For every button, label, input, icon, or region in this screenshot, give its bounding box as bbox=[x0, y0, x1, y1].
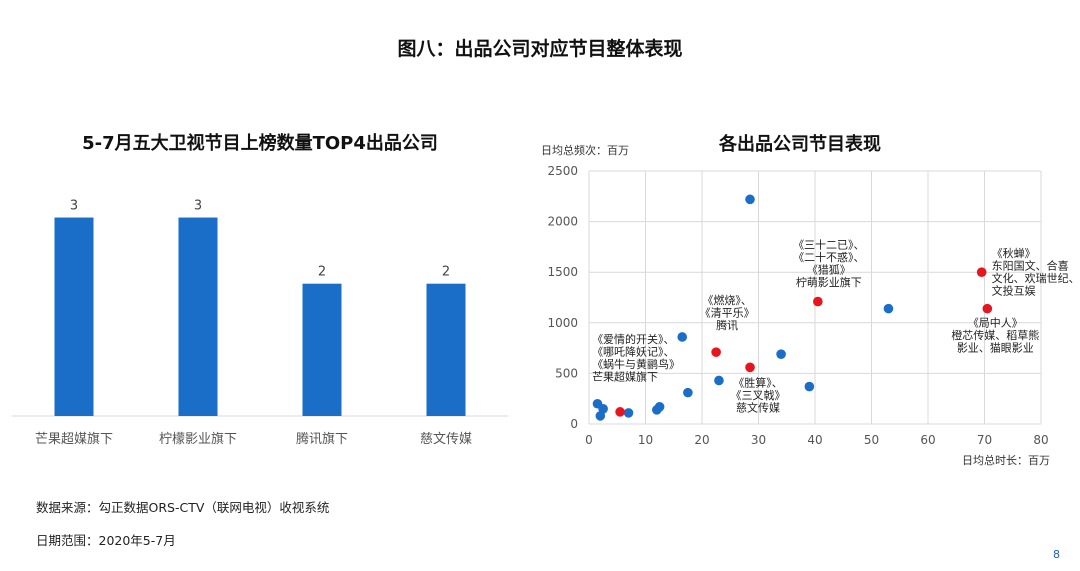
bar-category-label: 腾讯旗下 bbox=[296, 431, 348, 447]
point-annotation-line: 《三叉戟》 bbox=[731, 389, 786, 402]
scatter-x-tick-label: 40 bbox=[807, 433, 822, 447]
date-range-note: 日期范围：2020年5-7月 bbox=[36, 533, 176, 548]
bar-data-label: 3 bbox=[70, 199, 78, 214]
point-annotation-line: 《燃烧》、 bbox=[702, 293, 752, 307]
point-annotation-line: 文化、欢瑞世纪、 bbox=[992, 271, 1080, 285]
scatter-point bbox=[804, 381, 815, 392]
scatter-x-tick-label: 70 bbox=[977, 433, 992, 447]
data-source-note: 数据来源：勾正数据ORS-CTV（联网电视）收视系统 bbox=[36, 500, 330, 515]
bar-chart-title: 5-7月五大卫视节目上榜数量TOP4出品公司 bbox=[82, 133, 438, 154]
point-annotation-line: 《三十二已》、 bbox=[793, 238, 865, 252]
scatter-chart-title: 各出品公司节目表现 bbox=[719, 134, 881, 155]
scatter-x-tick-label: 50 bbox=[864, 433, 879, 447]
point-annotation-line: 文投互娱 bbox=[992, 284, 1036, 298]
page-number: 8 bbox=[1053, 548, 1060, 561]
scatter-point bbox=[714, 375, 724, 386]
point-annotation-line: 《秋蝉》 bbox=[992, 246, 1036, 260]
scatter-x-tick-label: 0 bbox=[585, 433, 593, 447]
point-annotation-line: 《胜算》、 bbox=[733, 375, 783, 389]
point-annotation-line: 《局中人》 bbox=[968, 317, 1023, 330]
point-annotation-line: 《蜗牛与黄鹂鸟》 bbox=[592, 357, 680, 371]
point-annotation-line: 橙芯传媒、稻草熊 bbox=[951, 328, 1039, 342]
scatter-point bbox=[654, 401, 665, 412]
scatter-x-tick-label: 80 bbox=[1033, 433, 1048, 447]
scatter-y-tick-label: 2000 bbox=[547, 215, 578, 229]
point-annotation-line: 柠萌影业旗下 bbox=[796, 275, 862, 289]
scatter-x-tick-label: 20 bbox=[694, 433, 709, 447]
scatter-x-axis-label: 日均总时长：百万 bbox=[962, 454, 1050, 467]
scatter-x-tick-label: 60 bbox=[920, 433, 935, 447]
bar-category-label: 柠檬影业旗下 bbox=[159, 431, 237, 447]
scatter-y-tick-label: 1500 bbox=[547, 265, 578, 279]
scatter-point bbox=[776, 349, 786, 359]
bar-data-label: 2 bbox=[318, 265, 326, 280]
highlight-point bbox=[813, 296, 823, 307]
highlight-point bbox=[982, 303, 993, 314]
bar-category-label: 慈文传媒 bbox=[420, 432, 472, 447]
bar bbox=[54, 217, 94, 416]
scatter-point bbox=[883, 303, 894, 314]
bar bbox=[178, 217, 218, 416]
point-annotation-line: 影业、猫眼影业 bbox=[957, 342, 1034, 355]
scatter-x-tick-label: 10 bbox=[638, 433, 653, 447]
point-annotation-line: 《清平乐》 bbox=[700, 307, 755, 320]
scatter-point bbox=[598, 404, 608, 414]
highlight-point bbox=[615, 407, 625, 417]
point-annotation-line: 《爱情的开关》、 bbox=[592, 332, 675, 346]
point-annotation-line: 东阳国文、合喜 bbox=[992, 259, 1069, 273]
bar bbox=[426, 283, 466, 416]
scatter-y-tick-label: 2500 bbox=[547, 164, 578, 178]
scatter-y-tick-label: 1000 bbox=[547, 316, 578, 330]
scatter-y-axis-label: 日均总频次：百万 bbox=[541, 144, 629, 157]
point-annotation-line: 《猎狐》 bbox=[807, 263, 851, 277]
highlight-point bbox=[711, 347, 721, 357]
scatter-point bbox=[623, 408, 634, 418]
scatter-point bbox=[677, 332, 688, 342]
highlight-point bbox=[745, 362, 755, 373]
point-annotation-line: 《哪吒降妖记》、 bbox=[592, 344, 675, 358]
scatter-y-tick-label: 0 bbox=[570, 417, 578, 431]
scatter-x-tick-label: 30 bbox=[751, 433, 766, 447]
point-annotation-line: 慈文传媒 bbox=[736, 400, 780, 414]
bar-data-label: 2 bbox=[442, 265, 450, 280]
point-annotation-line: 《二十不惑》、 bbox=[793, 250, 865, 264]
point-annotation-line: 芒果超媒旗下 bbox=[592, 369, 658, 383]
scatter-y-tick-label: 500 bbox=[555, 366, 578, 380]
scatter-point bbox=[683, 387, 693, 398]
highlight-point bbox=[976, 267, 987, 278]
bar bbox=[302, 283, 342, 416]
bar-category-label: 芒果超媒旗下 bbox=[35, 431, 113, 447]
point-annotation-line: 腾讯 bbox=[716, 318, 738, 332]
scatter-point bbox=[745, 194, 755, 205]
page-title: 图八：出品公司对应节目整体表现 bbox=[397, 38, 683, 60]
bar-data-label: 3 bbox=[194, 199, 202, 214]
